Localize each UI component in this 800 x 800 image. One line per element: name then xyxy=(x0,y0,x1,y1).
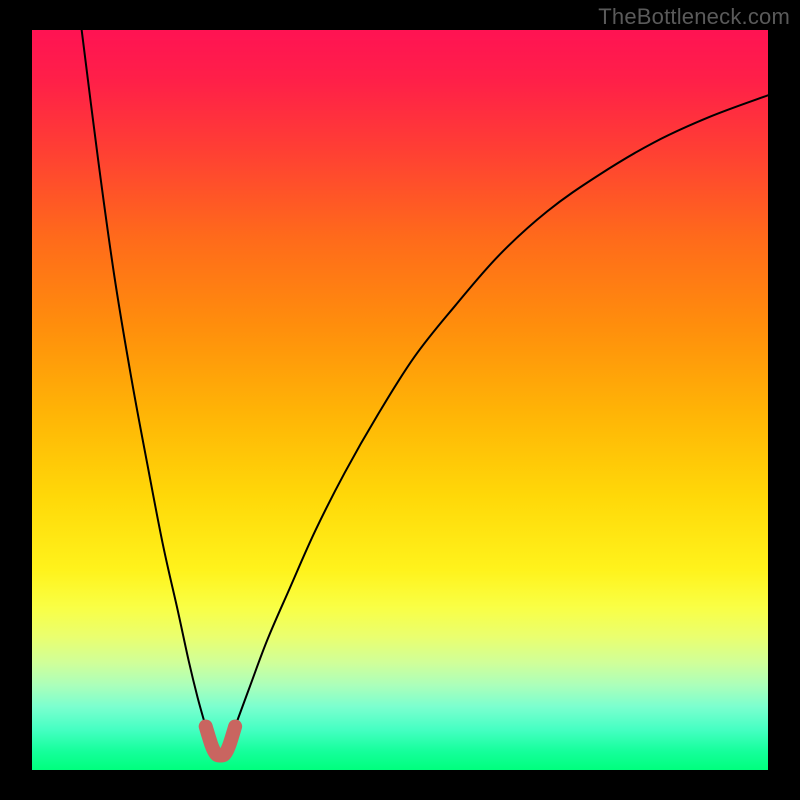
chart-svg xyxy=(0,0,800,800)
chart-root: TheBottleneck.com xyxy=(0,0,800,800)
watermark-text: TheBottleneck.com xyxy=(598,4,790,30)
